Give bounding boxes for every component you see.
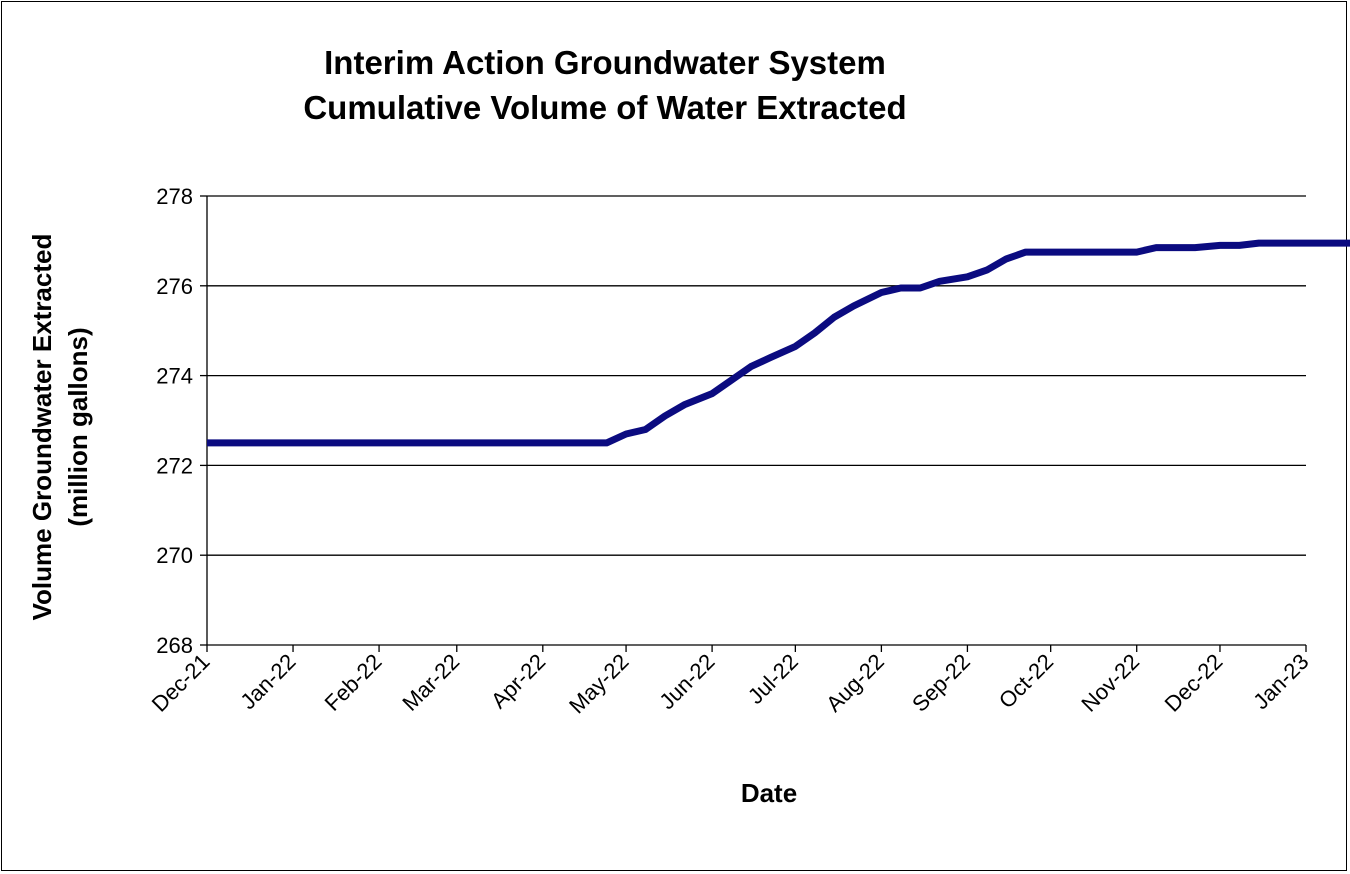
chart-title: Interim Action Groundwater System [324, 44, 886, 81]
x-tick-label: Apr-22 [486, 649, 550, 713]
chart-subtitle: Cumulative Volume of Water Extracted [303, 89, 907, 126]
y-tick-label: 270 [156, 543, 193, 568]
x-tick-label: Oct-22 [994, 649, 1058, 713]
y-tick-label: 276 [156, 274, 193, 299]
x-tick-label: Jul-22 [743, 649, 803, 709]
x-tick-label: May-22 [564, 649, 634, 719]
x-axis-label: Date [740, 778, 798, 808]
x-tick-label: Feb-22 [320, 649, 387, 716]
x-tick-label: Jan-23 [1248, 649, 1313, 714]
series-line [207, 239, 1350, 447]
x-tick-label: Aug-22 [821, 649, 889, 717]
x-tick-label: Sep-22 [907, 649, 975, 717]
y-tick-label: 274 [156, 364, 193, 389]
y-tick-label: 268 [156, 633, 193, 658]
x-tick-label: Dec-22 [1160, 649, 1228, 717]
x-tick-label: Jun-22 [654, 649, 719, 714]
x-tick-label: Nov-22 [1076, 649, 1144, 717]
x-tick-label: Dec-21 [147, 649, 215, 717]
x-tick-label: Jan-22 [235, 649, 300, 714]
x-tick-label: Mar-22 [397, 649, 464, 716]
y-tick-label: 272 [156, 453, 193, 478]
y-tick-label: 278 [156, 184, 193, 209]
